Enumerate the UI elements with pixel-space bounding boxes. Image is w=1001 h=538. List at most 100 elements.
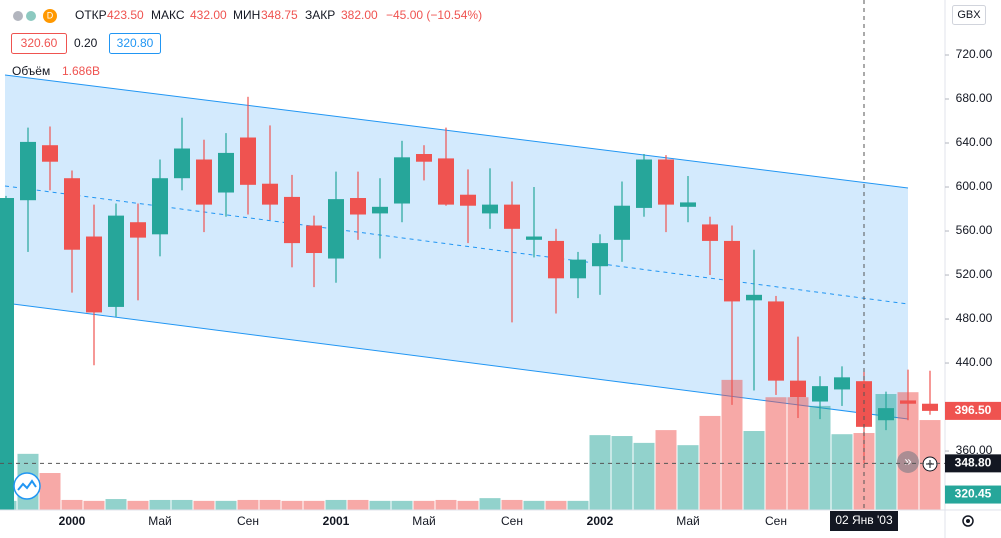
candle-body	[878, 408, 894, 421]
icon[interactable]	[13, 11, 23, 21]
volume-bar	[677, 445, 699, 510]
change: −45.00 (−10.54%)	[386, 8, 482, 22]
volume-bar	[501, 499, 523, 510]
candle-body	[746, 294, 762, 301]
y-tick-label: 600.00	[956, 179, 993, 193]
candle-body	[812, 386, 828, 402]
volume-value: 1.686B	[62, 64, 100, 78]
header: ОТКР 423.50 МАКС 432.00 МИН 348.75 ЗАКР 382.00	[75, 8, 378, 22]
ask: 320.80	[117, 36, 154, 50]
volume-bar	[787, 397, 809, 510]
candle-body	[790, 380, 806, 398]
volume-bar	[435, 499, 457, 510]
logo[interactable]	[13, 472, 41, 500]
candle-body	[416, 154, 432, 162]
candle-body	[570, 259, 586, 279]
candle-body	[834, 377, 850, 390]
y-tick-label: 440.00	[956, 355, 993, 369]
x-tick-label: Сен	[237, 514, 259, 528]
candle-body	[922, 403, 938, 411]
price-label-box	[945, 454, 1001, 473]
field-value: 423.50	[107, 8, 144, 22]
candle-body	[900, 400, 916, 404]
x-tick-label: Май	[676, 514, 700, 528]
y-tick-label: 680.00	[956, 91, 993, 105]
candle-body	[284, 196, 300, 244]
logo-icon	[17, 479, 37, 491]
field-value: 348.75	[261, 8, 298, 22]
settings[interactable]	[962, 515, 974, 527]
volume-bar	[479, 498, 501, 510]
bid-box[interactable]	[11, 33, 67, 54]
volume-bar	[611, 436, 633, 510]
spread: 0.20	[74, 36, 98, 50]
candle-body	[152, 178, 168, 235]
candle-body	[86, 236, 102, 313]
currency-box[interactable]	[952, 5, 986, 25]
candle-body	[64, 178, 80, 250]
candle-body	[196, 159, 212, 205]
scroll-button[interactable]	[897, 451, 919, 473]
bid: 320.60	[21, 36, 58, 50]
candle-body	[218, 152, 234, 193]
currency: GBX	[957, 9, 981, 21]
badge-text: D	[47, 10, 54, 20]
candle-body	[460, 194, 476, 206]
candle-body	[20, 141, 36, 201]
candle-layer	[0, 96, 938, 510]
field-value: 432.00	[190, 8, 227, 22]
volume-bar	[237, 499, 259, 510]
candle-body	[108, 215, 124, 307]
candle-body	[592, 243, 608, 267]
crosshair-date-box	[830, 511, 898, 531]
ask-box[interactable]	[109, 33, 161, 54]
candle-body	[658, 159, 674, 205]
candle-body	[680, 202, 696, 207]
volume-bar	[589, 435, 611, 510]
volume-bar	[105, 499, 127, 510]
field-label: МАКС	[151, 8, 185, 22]
volume-bar	[633, 442, 655, 510]
settings-dot	[966, 519, 970, 523]
icon[interactable]	[26, 11, 36, 21]
add-icon	[926, 460, 934, 468]
candle-body	[724, 240, 740, 302]
volume-bar	[721, 379, 743, 510]
field-label: МИН	[233, 8, 260, 22]
volume-bar	[259, 499, 281, 510]
candle-body	[130, 222, 146, 238]
candle-body	[174, 148, 190, 179]
volume-bar	[853, 433, 875, 510]
volume-bar	[325, 499, 347, 510]
volume-layer	[0, 379, 941, 510]
volume-label: Объём	[12, 64, 50, 78]
candle-body	[262, 183, 278, 205]
volume-bar	[567, 500, 589, 510]
candle-body	[0, 198, 14, 510]
volume-bar	[457, 500, 479, 510]
scroll-icon: »	[904, 453, 911, 468]
axes: 360.00 440.00 480.00 520.00 560.00 600.00 640.…	[59, 47, 993, 528]
candle-body	[350, 198, 366, 215]
field-label: ЗАКР	[305, 8, 335, 22]
plot	[0, 0, 941, 510]
x-tick-label: 2000	[59, 514, 86, 528]
x-tick-label: 2002	[587, 514, 614, 528]
y-tick-label: 520.00	[956, 267, 993, 281]
price-label-box	[945, 485, 1001, 504]
volume-bar	[523, 500, 545, 510]
candle-body	[42, 145, 58, 162]
volume-bar	[875, 394, 897, 510]
field-label: ОТКР	[75, 8, 107, 22]
price-label-box	[945, 401, 1001, 420]
channel-bottom	[4, 302, 909, 420]
volume-bar	[171, 499, 193, 510]
volume-bar	[545, 500, 567, 510]
candle-body	[328, 199, 344, 259]
x-tick-label: Май	[412, 514, 436, 528]
volume-bar	[699, 415, 721, 510]
candle-body	[504, 204, 520, 229]
candle-body	[548, 240, 564, 279]
